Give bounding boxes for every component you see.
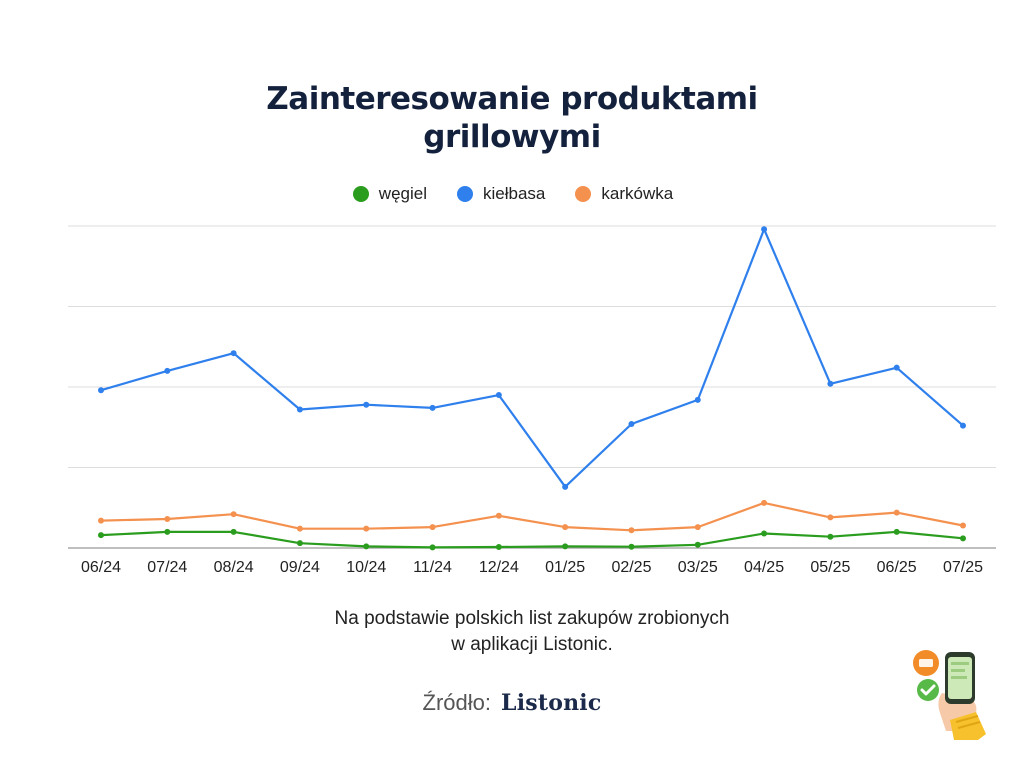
series-line-1 (99, 228, 965, 488)
data-point (429, 524, 436, 531)
data-point (429, 404, 436, 411)
x-tick-label: 01/25 (545, 559, 585, 576)
listonic-logo: Listonic (501, 690, 602, 716)
x-tick-label: 06/25 (877, 559, 917, 576)
chart-title: Zainteresowanie produktami grillowymi (0, 80, 1024, 156)
data-point (694, 541, 701, 548)
legend-label-kielbasa: kiełbasa (483, 184, 546, 203)
x-tick-label: 07/24 (147, 559, 187, 576)
data-point (164, 516, 171, 523)
x-tick-label: 06/24 (81, 559, 121, 576)
x-tick-label: 10/24 (346, 559, 386, 576)
data-point (296, 525, 303, 532)
data-point (230, 528, 237, 535)
source-label: Źródło: (422, 690, 492, 715)
legend-item-karkowka[interactable]: karkówka (573, 184, 673, 204)
x-tick-label: 02/25 (611, 559, 651, 576)
chart-title-line-1: Zainteresowanie produktami (266, 81, 758, 117)
data-point (164, 367, 171, 374)
data-point (694, 396, 701, 403)
data-point (628, 543, 635, 550)
data-point (296, 406, 303, 413)
legend-label-karkowka: karkówka (601, 184, 674, 203)
x-tick-label: 03/25 (678, 559, 718, 576)
data-point (495, 544, 502, 551)
x-tick-label: 12/24 (479, 559, 519, 576)
data-point (363, 401, 370, 408)
data-point (628, 421, 635, 428)
footnote-line-1: Na podstawie polskich list zakupów zrobi… (334, 608, 730, 629)
data-point (363, 525, 370, 532)
data-point (296, 540, 303, 547)
footnote-line-2: w aplikacji Listonic. (451, 634, 613, 655)
data-point (98, 387, 104, 394)
chart-title-line-2: grillowymi (423, 119, 601, 155)
data-point (230, 350, 237, 357)
data-point (495, 392, 502, 399)
series-line-0 (99, 530, 965, 549)
series-line-2 (99, 501, 965, 532)
x-tick-label: 11/24 (413, 559, 452, 576)
data-point (761, 530, 768, 537)
data-point (98, 517, 104, 524)
data-point (960, 522, 966, 529)
legend-item-kielbasa[interactable]: kiełbasa (455, 184, 545, 204)
data-point (960, 535, 966, 542)
data-point (960, 422, 966, 429)
data-point (164, 528, 171, 535)
data-point (827, 514, 834, 521)
data-point (98, 532, 104, 539)
data-point (694, 524, 701, 531)
data-point (827, 380, 834, 387)
data-point (230, 511, 237, 518)
x-tick-label: 04/25 (744, 559, 784, 576)
data-point (429, 544, 436, 551)
x-tick-label: 09/24 (280, 559, 320, 576)
data-point (628, 527, 635, 534)
footnote: Na podstawie polskich list zakupów zrobi… (0, 606, 1024, 658)
legend-marker-karkowka (575, 186, 592, 202)
legend-label-wegiel: węgiel (378, 184, 427, 203)
source-line: Źródło: Listonic (0, 690, 1024, 716)
legend-marker-wegiel (352, 186, 369, 202)
data-point (562, 483, 569, 490)
data-point (562, 543, 569, 550)
chart-legend: węgiel kiełbasa karkówka (0, 184, 1024, 204)
data-point (761, 499, 768, 506)
legend-marker-kielbasa (457, 186, 473, 202)
legend-item-wegiel[interactable]: węgiel (351, 184, 427, 204)
data-point (761, 226, 768, 233)
x-tick-label: 05/25 (810, 559, 850, 576)
data-point (562, 524, 569, 531)
data-point (893, 364, 900, 371)
data-point (495, 512, 502, 519)
x-tick-label: 07/25 (943, 559, 983, 576)
data-point (363, 543, 370, 550)
data-point (893, 509, 900, 516)
data-point (827, 533, 834, 540)
x-tick-label: 08/24 (214, 559, 254, 576)
phone-in-hand-icon (913, 650, 986, 740)
data-point (893, 528, 900, 535)
